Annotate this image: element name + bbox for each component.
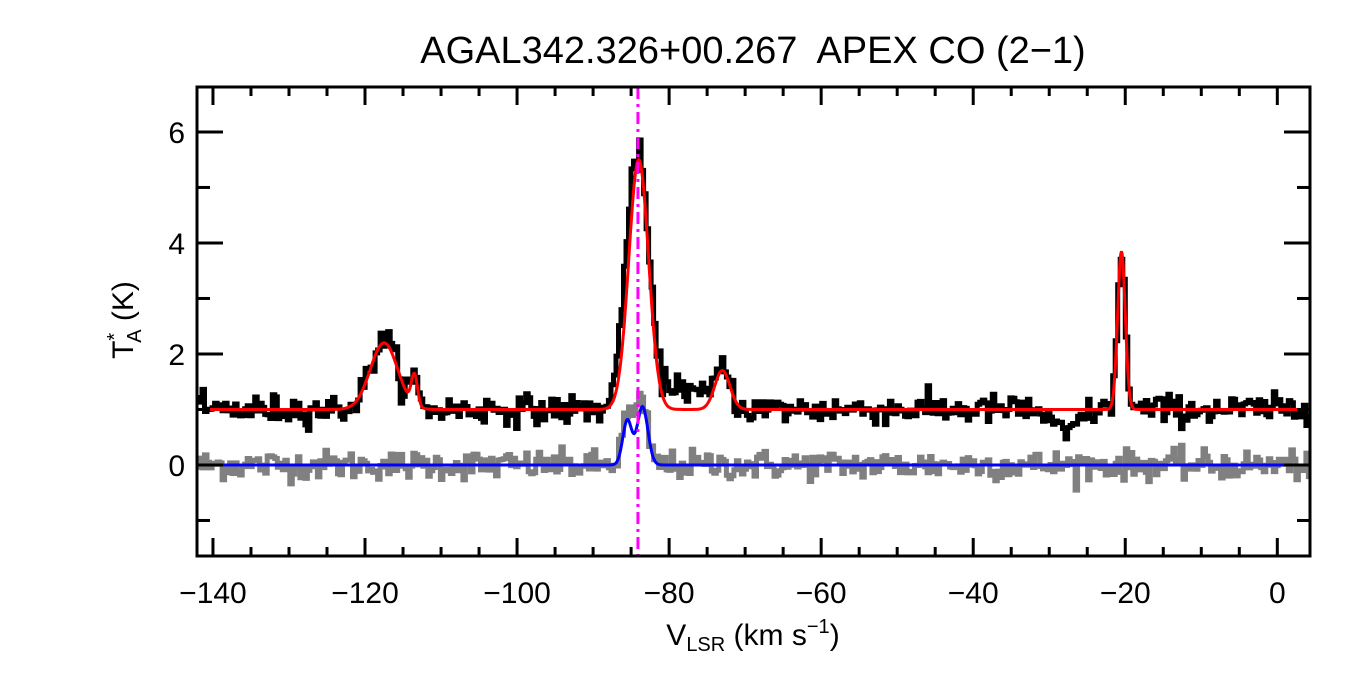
spectrum-histogram-0 (197, 137, 1311, 442)
x-tick-label: −20 (1100, 577, 1151, 610)
x-tick-label: −140 (179, 577, 247, 610)
x-axis-title: VLSR (km s−1) (666, 616, 839, 656)
plot-frame (195, 85, 1312, 558)
y-tick-label: 6 (168, 117, 185, 150)
x-tick-label: −60 (796, 577, 847, 610)
x-tick-label: −80 (644, 577, 695, 610)
y-tick-label: 2 (168, 339, 185, 372)
y-axis-title: T*A (K) (104, 281, 146, 359)
x-tick-label: −100 (483, 577, 551, 610)
chart-title: AGAL342.326+00.267 APEX CO (2−1) (420, 30, 1085, 72)
x-tick-label: −40 (948, 577, 999, 610)
fit-line-3 (197, 404, 1310, 467)
x-tick-label: 0 (1269, 577, 1286, 610)
y-tick-label: 0 (168, 450, 185, 483)
x-tick-label: −120 (331, 577, 399, 610)
fit-line-2 (197, 157, 1310, 411)
y-tick-label: 4 (168, 228, 185, 261)
